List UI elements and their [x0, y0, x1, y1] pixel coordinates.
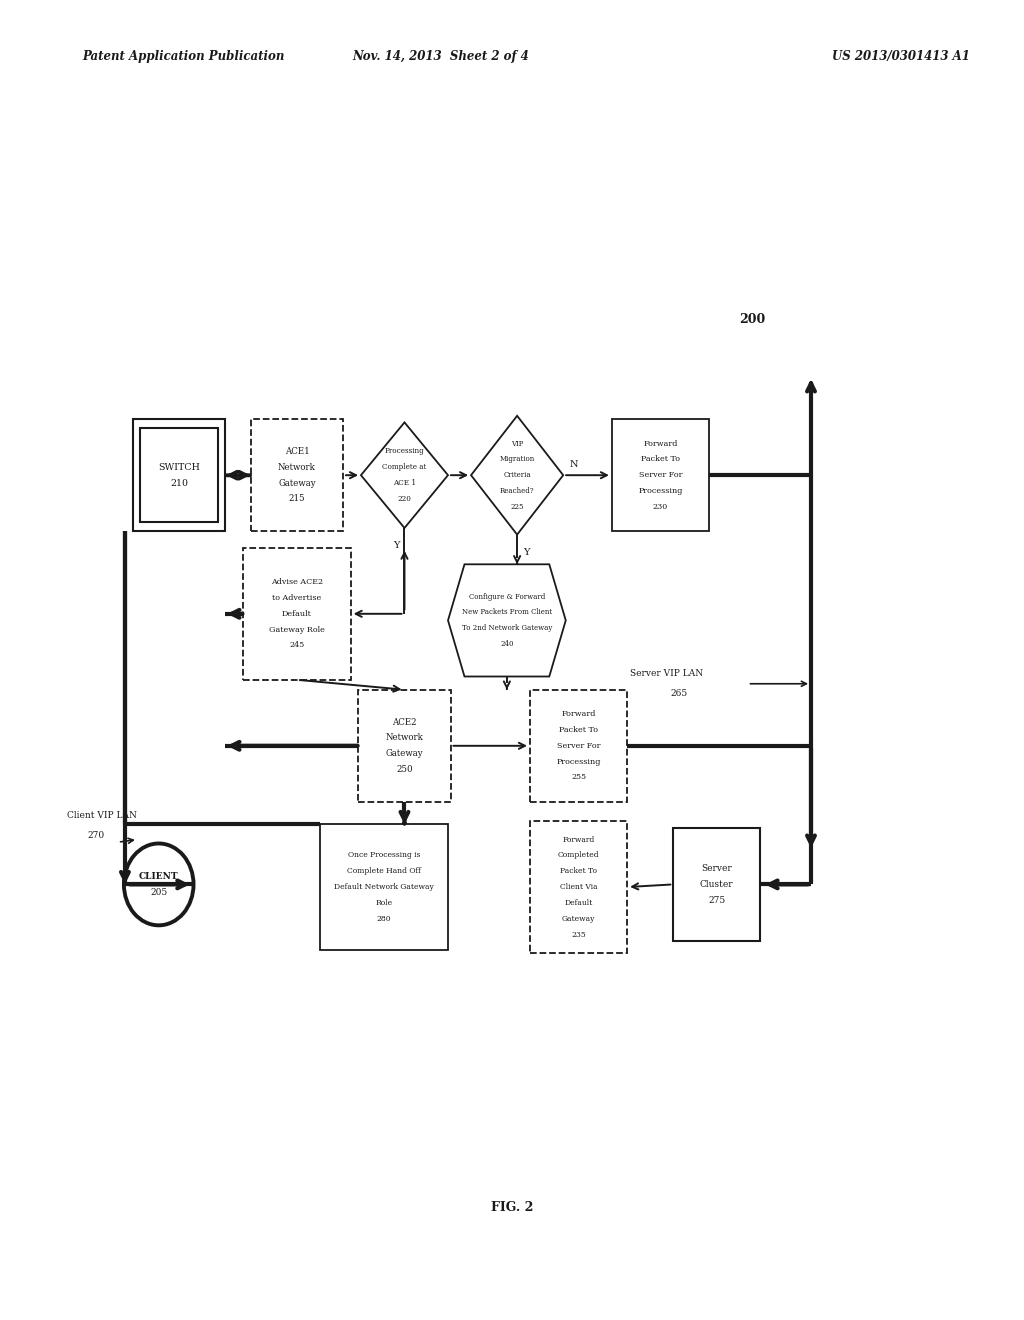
Text: Network: Network: [386, 734, 423, 742]
Text: Migration: Migration: [500, 455, 535, 463]
Text: Forward: Forward: [561, 710, 596, 718]
Text: 230: 230: [653, 503, 668, 511]
Text: Processing: Processing: [638, 487, 683, 495]
Text: Server For: Server For: [557, 742, 600, 750]
Text: 210: 210: [170, 479, 188, 487]
Text: Packet To: Packet To: [560, 867, 597, 875]
Text: Packet To: Packet To: [559, 726, 598, 734]
Text: N: N: [569, 461, 578, 469]
Text: Gateway: Gateway: [562, 915, 595, 923]
Ellipse shape: [124, 843, 194, 925]
Text: Processing: Processing: [385, 447, 424, 455]
Bar: [612, 420, 709, 531]
Text: Configure & Forward: Configure & Forward: [469, 593, 545, 601]
Text: VIP: VIP: [511, 440, 523, 447]
Bar: [244, 548, 350, 680]
Text: Server For: Server For: [639, 471, 682, 479]
Text: SWITCH: SWITCH: [159, 463, 200, 471]
Bar: [251, 420, 343, 531]
Text: Reached?: Reached?: [500, 487, 535, 495]
Text: Default Network Gateway: Default Network Gateway: [334, 883, 434, 891]
Text: Client VIP LAN: Client VIP LAN: [67, 812, 136, 820]
Text: Default: Default: [564, 899, 593, 907]
Text: to Advertise: to Advertise: [272, 594, 322, 602]
Text: Role: Role: [376, 899, 392, 907]
Bar: [140, 428, 218, 521]
Text: Network: Network: [279, 463, 315, 471]
Text: 220: 220: [397, 495, 412, 503]
Text: 225: 225: [510, 503, 524, 511]
Text: FIG. 2: FIG. 2: [490, 1201, 534, 1214]
Text: 270: 270: [87, 832, 104, 840]
Text: 265: 265: [671, 689, 688, 697]
Text: CLIENT: CLIENT: [139, 873, 178, 880]
Text: Gateway: Gateway: [279, 479, 315, 487]
Polygon shape: [449, 565, 565, 676]
Text: 280: 280: [377, 915, 391, 923]
Text: ACE1: ACE1: [285, 447, 309, 455]
Text: 250: 250: [396, 766, 413, 774]
Text: Complete at: Complete at: [382, 463, 427, 471]
Text: Once Processing is: Once Processing is: [348, 851, 420, 859]
Text: Gateway: Gateway: [386, 750, 423, 758]
Text: Cluster: Cluster: [700, 880, 733, 888]
Text: Forward: Forward: [562, 836, 595, 843]
Text: 205: 205: [151, 888, 167, 896]
Text: Processing: Processing: [556, 758, 601, 766]
Text: Client Via: Client Via: [560, 883, 597, 891]
Text: 255: 255: [571, 774, 586, 781]
Text: Server VIP LAN: Server VIP LAN: [630, 669, 702, 677]
Text: Criteria: Criteria: [504, 471, 530, 479]
Bar: [530, 689, 627, 801]
Text: Patent Application Publication: Patent Application Publication: [82, 50, 285, 63]
Text: Y: Y: [523, 548, 529, 557]
Text: Default: Default: [282, 610, 312, 618]
Text: Complete Hand Off: Complete Hand Off: [347, 867, 421, 875]
Text: New Packets From Client: New Packets From Client: [462, 609, 552, 616]
Bar: [674, 829, 760, 940]
Polygon shape: [361, 422, 449, 528]
Polygon shape: [471, 416, 563, 535]
Text: 200: 200: [739, 313, 766, 326]
Text: Y: Y: [393, 541, 399, 550]
Text: ACE 1: ACE 1: [393, 479, 416, 487]
Text: Server: Server: [701, 865, 732, 873]
Text: US 2013/0301413 A1: US 2013/0301413 A1: [833, 50, 970, 63]
Text: ACE2: ACE2: [392, 718, 417, 726]
Text: 215: 215: [289, 495, 305, 503]
Bar: [319, 824, 449, 950]
Bar: [133, 420, 225, 531]
Text: Packet To: Packet To: [641, 455, 680, 463]
Text: 240: 240: [500, 640, 514, 648]
Text: Gateway Role: Gateway Role: [269, 626, 325, 634]
Text: Forward: Forward: [643, 440, 678, 447]
Text: Completed: Completed: [558, 851, 599, 859]
Text: Advise ACE2: Advise ACE2: [271, 578, 323, 586]
Text: 275: 275: [709, 896, 725, 904]
Text: To 2nd Network Gateway: To 2nd Network Gateway: [462, 624, 552, 632]
Text: 245: 245: [290, 642, 304, 649]
Text: 235: 235: [571, 931, 586, 939]
Bar: [358, 689, 451, 801]
Bar: [530, 821, 627, 953]
Text: Nov. 14, 2013  Sheet 2 of 4: Nov. 14, 2013 Sheet 2 of 4: [352, 50, 528, 63]
